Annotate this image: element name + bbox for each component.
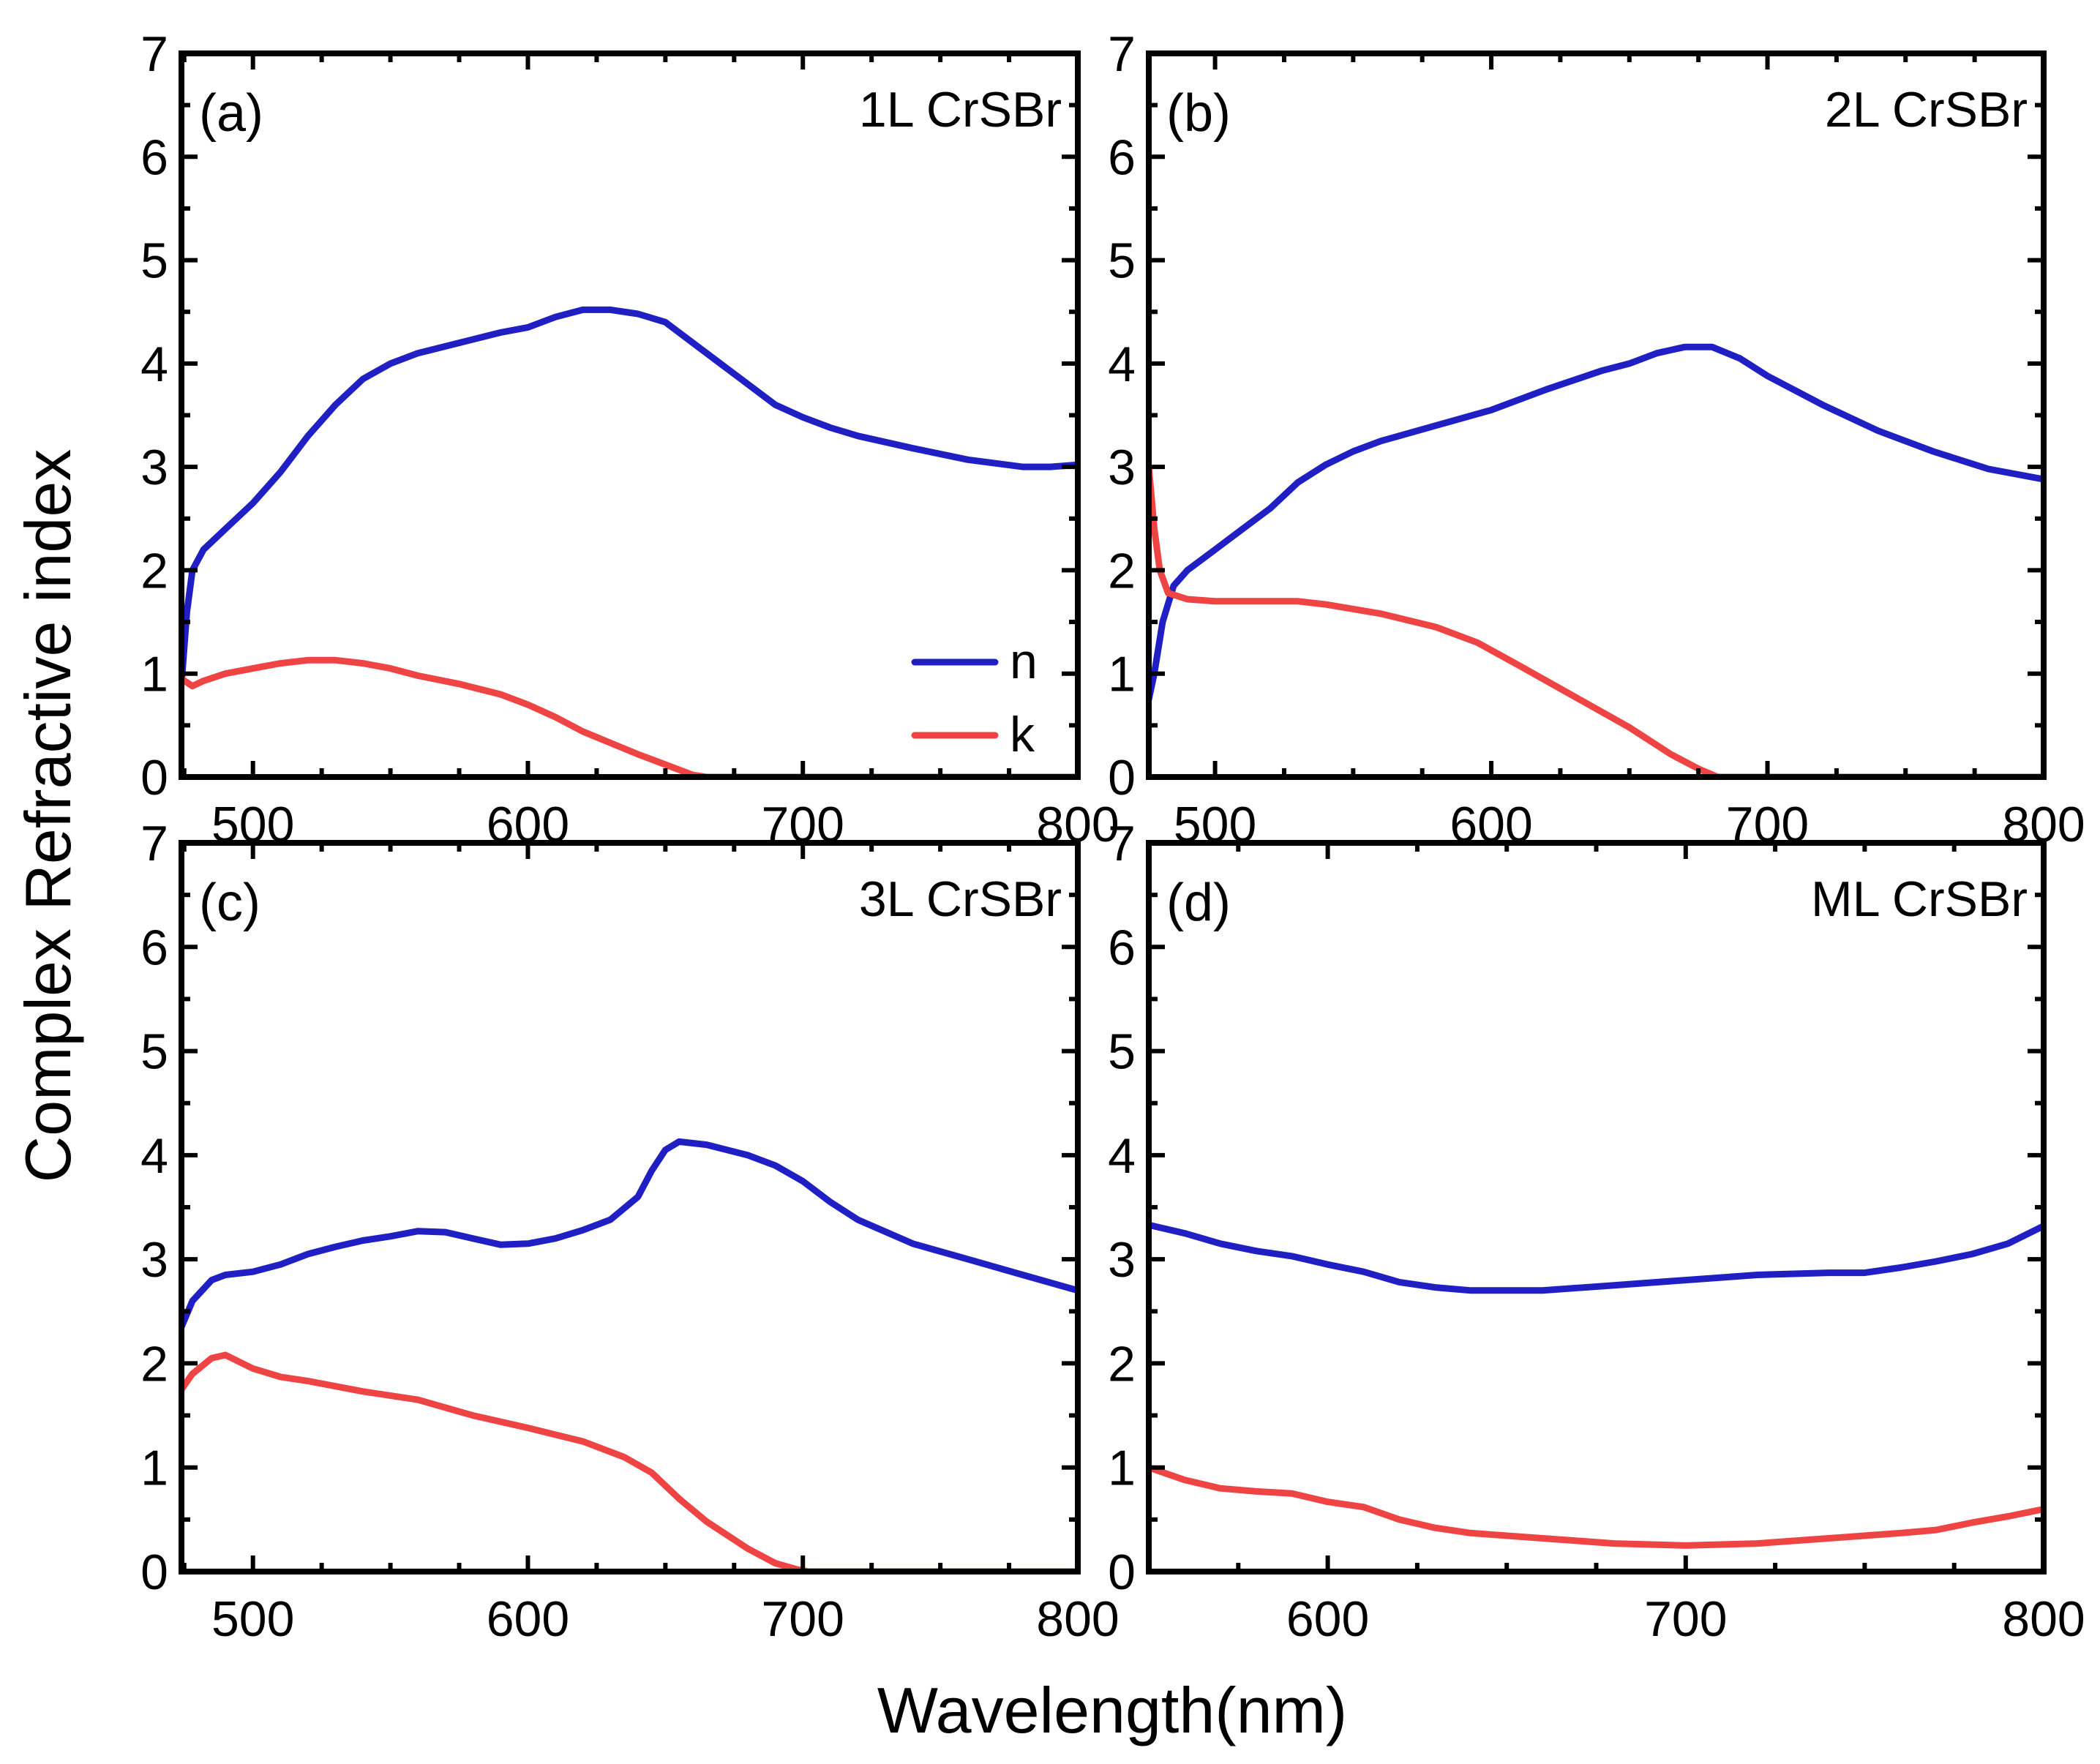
- x-tick-label: 800: [2002, 1591, 2085, 1647]
- y-tick-label: 4: [140, 1128, 168, 1184]
- series-k-line: [181, 1351, 1078, 1572]
- panel-c: 0 1 2 3 4 5 6 7 500 600 700 800 (c) 3L CrSBr: [140, 816, 1120, 1647]
- x-tick-label: 500: [211, 1591, 294, 1647]
- y-tick-label: 6: [1108, 130, 1136, 185]
- y-tick-label: 0: [1108, 750, 1136, 806]
- panel-label: (b): [1166, 84, 1231, 143]
- panel-title: ML CrSBr: [1811, 871, 2028, 927]
- y-tick-label: 3: [1108, 440, 1136, 495]
- y-tick-label: 5: [140, 233, 168, 289]
- legend-label-k: k: [1010, 707, 1035, 762]
- panel-label: (c): [199, 874, 260, 932]
- y-tick-label: 3: [140, 1232, 168, 1288]
- y-tick-label: 2: [1108, 543, 1136, 598]
- series-n-line: [181, 1138, 1078, 1331]
- x-tick-label: 700: [1644, 1591, 1727, 1647]
- y-tick-label: 6: [1108, 920, 1136, 975]
- panel-title: 2L CrSBr: [1825, 82, 2028, 138]
- y-tick-label: 5: [1108, 1024, 1136, 1080]
- legend: nk: [911, 634, 1038, 762]
- y-axis-label: Complex Refractive index: [12, 449, 84, 1183]
- x-tick-label: 700: [761, 1591, 844, 1647]
- series-k-line: [181, 656, 1078, 777]
- y-tick-label: 0: [140, 1545, 168, 1600]
- series-n-line: [181, 306, 1078, 688]
- series-k-line: [1149, 463, 2044, 777]
- y-tick-label: 1: [1108, 1441, 1136, 1496]
- y-tick-label: 6: [140, 130, 168, 185]
- y-tick-label: 2: [1108, 1336, 1136, 1392]
- y-tick-label: 7: [140, 26, 168, 82]
- y-tick-label: 1: [140, 647, 168, 702]
- panel-label: (d): [1166, 874, 1231, 932]
- x-tick-label: 600: [487, 1591, 569, 1647]
- y-tick-label: 4: [140, 337, 168, 392]
- series-k-line: [1149, 1464, 2044, 1549]
- legend-label-n: n: [1010, 634, 1038, 689]
- y-tick-label: 7: [140, 816, 168, 871]
- plot-frame: [179, 50, 1081, 780]
- x-axis-label: Wavelength(nm): [877, 1674, 1347, 1746]
- panel-d: 0 1 2 3 4 5 6 7 600 700 800 (d) ML CrSBr: [1108, 816, 2085, 1647]
- y-tick-label: 7: [1108, 816, 1136, 871]
- plot-frame: [1146, 840, 2047, 1575]
- y-tick-label: 4: [1108, 1128, 1136, 1184]
- y-tick-label: 3: [140, 440, 168, 495]
- y-tick-label: 6: [140, 920, 168, 975]
- y-tick-label: 2: [140, 543, 168, 598]
- y-tick-label: 4: [1108, 337, 1136, 392]
- panel-title: 3L CrSBr: [859, 871, 1062, 927]
- y-tick-label: 3: [1108, 1232, 1136, 1288]
- panel-label: (a): [199, 84, 263, 143]
- y-tick-label: 5: [1108, 233, 1136, 289]
- plot-frame: [1146, 50, 2047, 780]
- y-tick-label: 1: [1108, 647, 1136, 702]
- y-tick-label: 7: [1108, 26, 1136, 82]
- y-tick-label: 2: [140, 1336, 168, 1392]
- x-tick-label: 800: [1036, 1591, 1119, 1647]
- y-tick-label: 1: [140, 1441, 168, 1496]
- x-tick-label: 600: [1286, 1591, 1369, 1647]
- series-n-line: [1149, 343, 2044, 703]
- panel-title: 1L CrSBr: [859, 82, 1062, 138]
- y-tick-label: 5: [140, 1024, 168, 1080]
- y-tick-label: 0: [140, 750, 168, 806]
- series-n-line: [1149, 1221, 2044, 1294]
- y-tick-label: 0: [1108, 1545, 1136, 1600]
